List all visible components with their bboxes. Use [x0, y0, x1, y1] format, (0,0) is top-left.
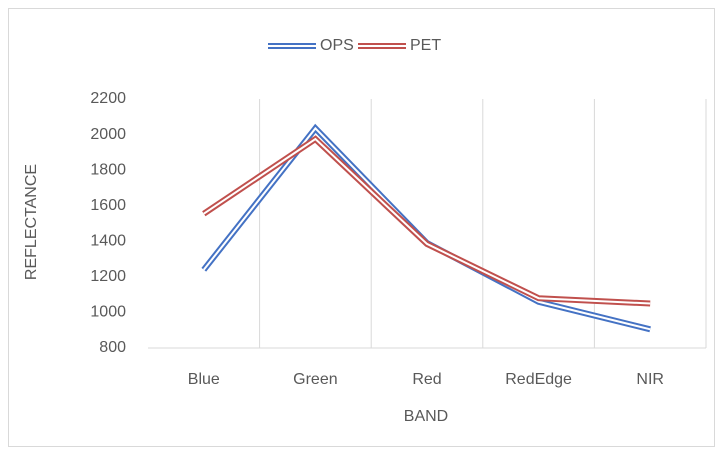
y-tick-label: 1800 — [90, 161, 126, 178]
legend-label: OPS — [320, 37, 354, 54]
x-tick-label: Red — [412, 371, 441, 388]
y-tick-label: 1600 — [90, 197, 126, 214]
series-line-inner — [203, 137, 651, 305]
x-tick-label: Green — [293, 371, 337, 388]
y-tick-label: 1200 — [90, 268, 126, 285]
y-tick-label: 2000 — [90, 126, 126, 143]
y-tick-label: 1400 — [90, 233, 126, 250]
legend-label: PET — [410, 37, 441, 54]
x-tick-label: RedEdge — [505, 371, 572, 388]
y-tick-label: 2200 — [90, 90, 126, 107]
y-tick-label: 1000 — [90, 304, 126, 321]
x-tick-label: NIR — [636, 371, 664, 388]
x-tick-label: Blue — [188, 371, 220, 388]
chart-border — [8, 8, 715, 447]
y-tick-label: 800 — [99, 339, 126, 356]
y-axis-title: REFLECTANCE — [23, 164, 40, 280]
x-axis-title: BAND — [404, 408, 448, 425]
